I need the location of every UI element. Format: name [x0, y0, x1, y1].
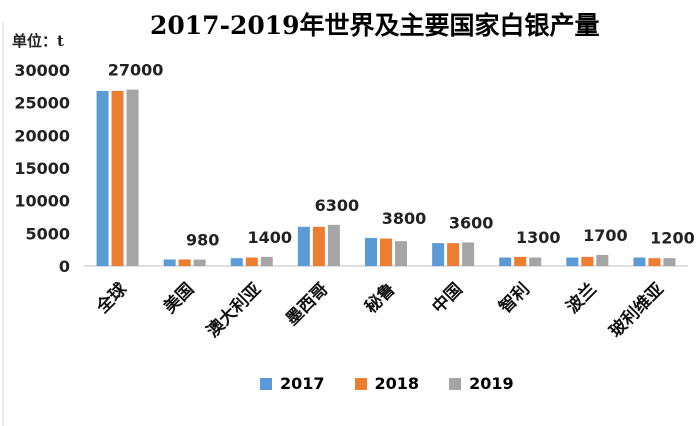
y-tick-label: 30000	[14, 61, 70, 80]
bar-2018	[312, 226, 325, 266]
bar-2017	[163, 259, 176, 266]
bar-2018	[245, 257, 258, 266]
bar-2017	[365, 237, 377, 266]
y-axis-unit: 单位：t	[12, 32, 64, 50]
bar-2018	[514, 256, 527, 266]
data-label: 6300	[315, 196, 360, 215]
bar-2018	[380, 238, 392, 266]
bar-2019	[462, 242, 475, 266]
bar-2019	[529, 257, 542, 266]
bar-2019	[260, 256, 273, 266]
bar-2018	[178, 259, 191, 266]
y-tick-label: 25000	[14, 94, 70, 113]
x-tick-label: 秘鲁	[361, 279, 400, 318]
bar-2017	[566, 257, 579, 266]
bar-2019	[193, 259, 206, 266]
legend-swatch-2019	[449, 377, 462, 390]
bar-2019	[395, 241, 407, 266]
y-tick-label: 5000	[25, 224, 70, 243]
legend-item-2019: 2019	[449, 374, 514, 393]
legend-swatch-2017	[260, 377, 272, 390]
bar-2018	[648, 258, 661, 266]
bar-2019	[327, 224, 340, 266]
y-tick-label: 15000	[14, 159, 70, 178]
data-label: 27000	[108, 61, 164, 80]
x-tick-label: 智利	[495, 279, 534, 318]
x-tick-label: 玻利维亚	[605, 279, 668, 342]
y-tick-label: 10000	[14, 192, 70, 211]
bar-2019	[126, 89, 139, 266]
bar-2017	[499, 257, 512, 266]
bar-2017	[432, 243, 445, 266]
legend-item-2017: 2017	[260, 374, 325, 393]
bar-2018	[111, 90, 124, 266]
x-tick-label: 澳大利亚	[202, 279, 265, 342]
bar-2017	[633, 257, 646, 266]
data-label: 980	[186, 230, 219, 249]
data-label: 1200	[650, 229, 695, 248]
bar-2019	[663, 258, 676, 266]
chart-title: 2017-2019年世界及主要国家白银产量	[150, 11, 600, 40]
x-tick-label: 波兰	[562, 279, 601, 318]
x-tick-label: 墨西哥	[282, 279, 332, 329]
legend-label-2019: 2019	[469, 374, 514, 393]
y-tick-label: 20000	[14, 126, 70, 145]
data-label: 1400	[248, 228, 293, 247]
data-label: 1300	[516, 228, 561, 247]
x-tick-label: 中国	[428, 279, 467, 318]
x-tick-label: 美国	[159, 279, 198, 318]
bar-2017	[96, 90, 109, 266]
bar-2017	[297, 226, 310, 266]
data-label: 1700	[583, 226, 628, 245]
bar-2017	[230, 258, 243, 266]
legend: 2017 2018 2019	[260, 374, 514, 393]
x-tick-label: 全球	[91, 278, 131, 318]
bar-2019	[596, 254, 609, 266]
data-label: 3800	[382, 209, 427, 228]
legend-swatch-2018	[354, 377, 367, 390]
bar-2018	[447, 243, 460, 266]
legend-label-2018: 2018	[374, 374, 420, 393]
legend-label-2017: 2017	[280, 374, 325, 393]
legend-item-2018: 2018	[354, 374, 420, 393]
y-tick-label: 0	[59, 257, 70, 276]
data-label: 3600	[449, 213, 494, 232]
bar-2018	[581, 256, 594, 266]
